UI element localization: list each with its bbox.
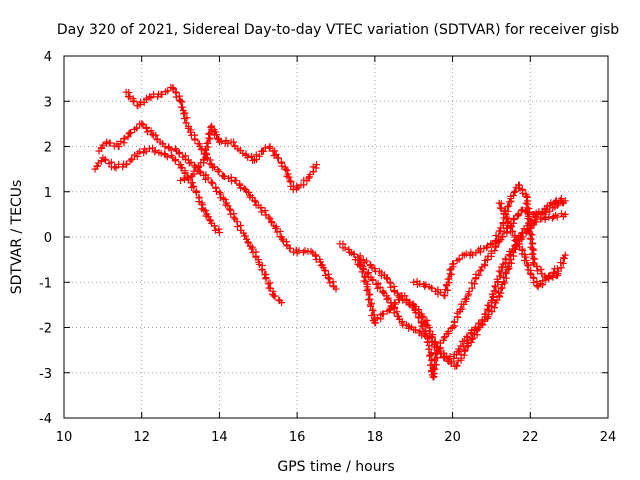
x-axis-label: GPS time / hours	[277, 459, 394, 475]
series-s4	[177, 122, 321, 193]
series-s2	[95, 120, 286, 307]
series-s3	[91, 144, 223, 236]
chart-title: Day 320 of 2021, Sidereal Day-to-day VTE…	[57, 22, 619, 38]
grid	[64, 56, 608, 418]
y-tick-label: -1	[39, 276, 52, 291]
x-tick-label: 18	[367, 430, 384, 445]
y-axis-label: SDTVAR / TECUs	[9, 180, 25, 295]
y-tick-label: 3	[44, 95, 52, 110]
data-markers	[336, 210, 569, 363]
y-tick-label: 0	[44, 231, 52, 246]
data-markers	[122, 83, 340, 293]
x-tick-label: 20	[444, 430, 461, 445]
y-tick-label: 1	[44, 186, 52, 201]
x-tick-label: 16	[289, 430, 306, 445]
data-markers	[351, 195, 565, 370]
series-s8	[410, 181, 569, 300]
data-markers	[95, 120, 286, 307]
y-tick-label: 4	[44, 50, 52, 65]
data-layer	[91, 83, 569, 381]
x-tick-label: 22	[522, 430, 539, 445]
y-tick-label: -2	[39, 322, 52, 337]
data-markers	[177, 122, 321, 193]
x-tick-label: 12	[133, 430, 150, 445]
y-tick-label: -3	[39, 367, 52, 382]
series-s1	[122, 83, 340, 293]
data-markers	[410, 181, 569, 300]
x-tick-label: 10	[56, 430, 73, 445]
series-s5	[336, 210, 569, 363]
x-tick-label: 14	[211, 430, 228, 445]
x-tick-label: 24	[600, 430, 617, 445]
y-tick-label: 2	[44, 141, 52, 156]
series-s9	[495, 199, 561, 291]
data-markers	[91, 144, 223, 236]
y-tick-label: -4	[39, 412, 52, 427]
data-markers	[495, 199, 561, 291]
series-s7	[351, 195, 565, 370]
